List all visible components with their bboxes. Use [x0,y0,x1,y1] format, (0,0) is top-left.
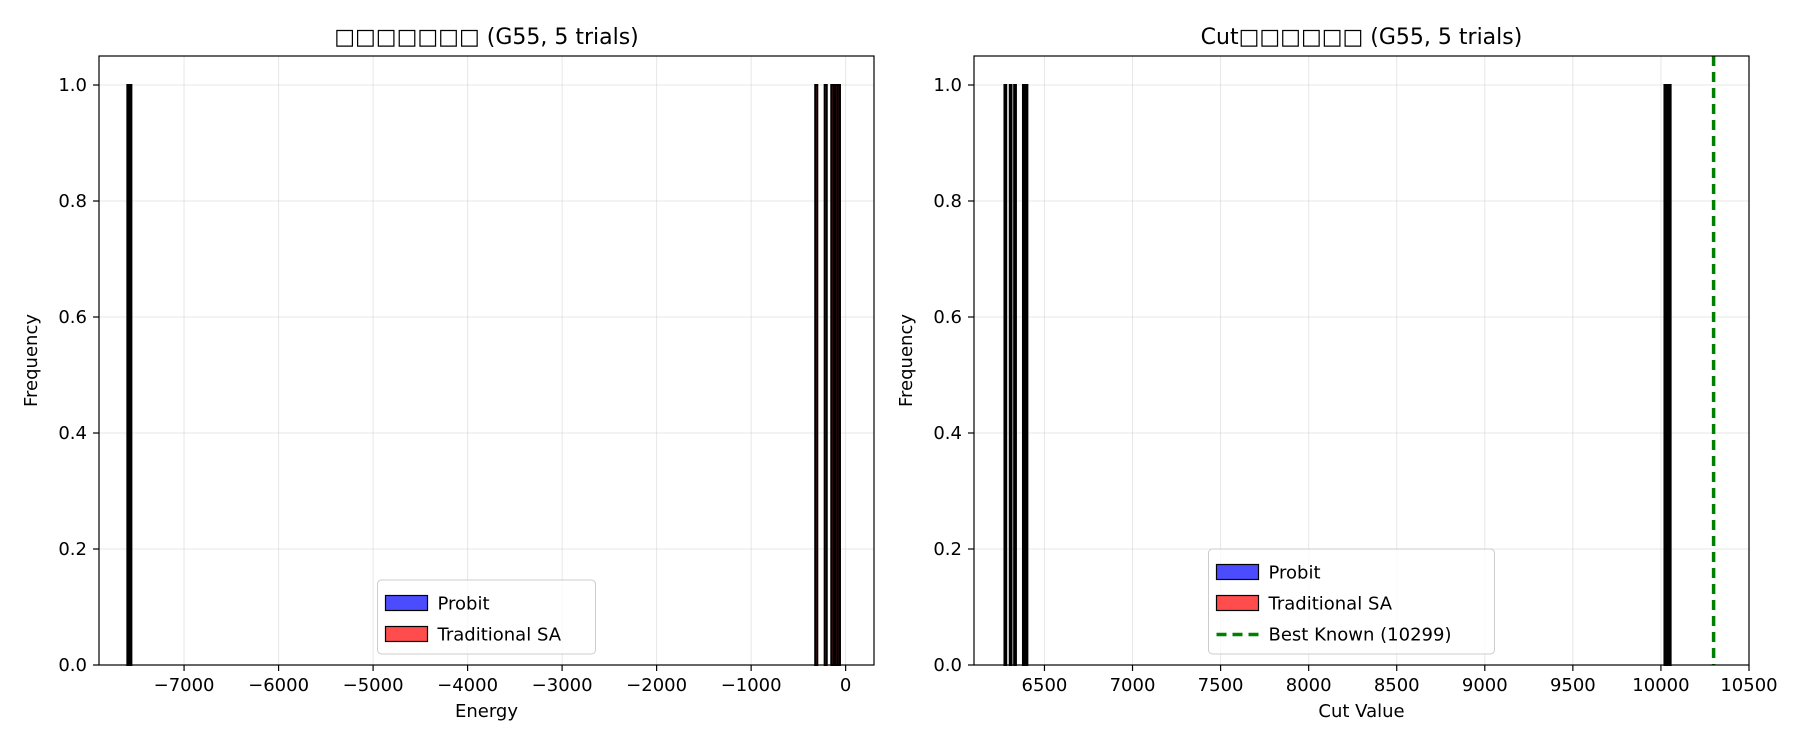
x-tick-label: −6000 [248,675,309,696]
legend-swatch [384,625,429,643]
x-axis-label: Energy [455,701,518,722]
x-tick-label: 6500 [1022,675,1068,696]
histogram-bar-probit [1668,84,1672,666]
x-axis-ticks: 6500 7000 7500 8000 8500 9000 9500 10000 10500 [1022,665,1778,696]
x-tick-label: −2000 [626,675,687,696]
x-tick-label: 0 [840,675,851,696]
legend: Probit Traditional SA Best Known (10299) [1208,548,1495,655]
y-tick-label: 0.6 [933,307,962,328]
legend-label: Traditional SA [437,625,562,646]
y-tick-label: 0.2 [933,539,962,560]
y-tick-label: 0.8 [933,191,962,212]
x-tick-label: −5000 [343,675,404,696]
histogram-bar-traditional-sa [1003,84,1008,666]
y-axis-ticks: 0.0 0.2 0.4 0.6 0.8 1.0 [933,75,974,676]
histogram-bar-probit [129,84,133,666]
x-tick-label: −7000 [154,675,215,696]
y-tick-label: 0.8 [58,191,87,212]
y-tick-label: 0.6 [58,307,87,328]
legend-swatch [1215,594,1260,612]
histogram-bar-traditional-sa [1021,84,1026,666]
x-tick-label: 10000 [1632,675,1689,696]
y-tick-label: 0.4 [58,423,87,444]
energy-histogram-chart: −7000 −6000 −5000 −4000 −3000 −2000 −1000 0 0.0… [21,25,875,722]
x-tick-label: −1000 [721,675,782,696]
legend-label: Probit [1269,563,1321,584]
legend-swatch [384,594,429,612]
legend-box [1208,548,1495,655]
y-tick-label: 1.0 [58,75,87,96]
histogram-bar-traditional-sa [830,84,835,666]
histogram-bar-traditional-sa [836,84,841,666]
histogram-bar-traditional-sa [1008,84,1013,666]
histogram-bar-traditional-sa [814,84,819,666]
y-tick-label: 0.4 [933,423,962,444]
legend-label: Traditional SA [1268,594,1393,615]
chart-title: Cut□□□□□□ (G55, 5 trials) [1201,25,1523,50]
cut-value-histogram-chart: 6500 7000 7500 8000 8500 9000 9500 10000 10500 0… [896,25,1778,722]
histogram-bar-traditional-sa [1013,84,1017,666]
plot-frame [973,55,1750,666]
x-tick-label: 8500 [1374,675,1420,696]
x-tick-label: 7000 [1110,675,1156,696]
y-axis-ticks: 0.0 0.2 0.4 0.6 0.8 1.0 [58,75,99,676]
x-axis-ticks: −7000 −6000 −5000 −4000 −3000 −2000 −1000 0 [154,665,851,696]
legend: Probit Traditional SA [377,579,596,655]
y-tick-label: 1.0 [933,75,962,96]
y-axis-label: Frequency [21,314,42,407]
x-axis-label: Cut Value [1318,701,1404,722]
y-tick-label: 0.0 [58,655,87,676]
histogram-bar-traditional-sa [823,84,828,666]
x-tick-label: 9500 [1550,675,1596,696]
chart-title: □□□□□□□ (G55, 5 trials) [334,25,639,50]
legend-swatch [1215,563,1260,581]
y-tick-label: 0.0 [933,655,962,676]
legend-label: Probit [438,594,490,615]
histogram-bar-traditional-sa [834,84,839,666]
x-tick-label: −3000 [532,675,593,696]
x-tick-label: 9000 [1462,675,1508,696]
y-tick-label: 0.2 [58,539,87,560]
x-tick-label: −4000 [437,675,498,696]
plot-frame [98,55,875,666]
legend-label: Best Known (10299) [1269,625,1452,646]
x-tick-label: 7500 [1198,675,1244,696]
legend-box [377,579,596,655]
y-axis-label: Frequency [896,314,917,407]
x-tick-label: 8000 [1286,675,1332,696]
histogram-bar-traditional-sa [1024,84,1029,666]
x-tick-label: 10500 [1720,675,1777,696]
